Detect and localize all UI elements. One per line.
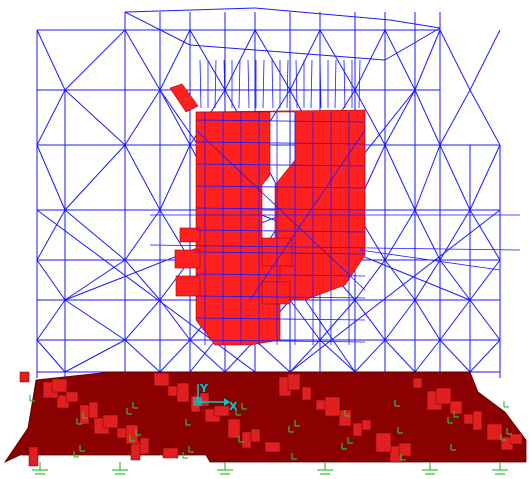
pile-cap — [29, 447, 38, 466]
pile-cap — [302, 387, 311, 400]
pile-cap — [353, 423, 362, 436]
page: Y X (() => { const data = JSON.parse(doc… — [0, 0, 531, 479]
pile-cap — [242, 432, 251, 448]
pile-cap — [89, 402, 98, 418]
pile-cap — [177, 383, 189, 402]
pile-cap — [228, 419, 240, 438]
y-axis-label: Y — [199, 382, 209, 395]
body-ledge — [176, 276, 200, 296]
pile-cap — [376, 433, 391, 452]
pile-cap — [140, 438, 149, 454]
pile-cap — [510, 434, 522, 444]
pile-cap — [450, 401, 462, 414]
pile-cap — [288, 374, 300, 390]
x-axis-label: X — [229, 400, 238, 413]
pile-cap — [325, 397, 340, 416]
pile-cap — [251, 429, 260, 442]
pile-cap — [214, 406, 229, 416]
body-ledge — [262, 282, 290, 304]
body-ledge — [175, 250, 200, 268]
pile-cap — [265, 442, 280, 452]
model-view: Y X — [0, 0, 531, 479]
pile-cap — [154, 373, 169, 386]
pile-cap — [80, 405, 89, 424]
pile-cap — [20, 372, 29, 382]
pile-cap — [473, 411, 482, 430]
pile-cap — [66, 392, 78, 402]
pile-cap — [163, 448, 178, 458]
pile-cap — [103, 415, 118, 428]
pile-cap — [464, 414, 473, 424]
origin-box — [193, 397, 202, 406]
pile-cap — [413, 378, 422, 388]
pile-cap — [52, 379, 67, 392]
pile-cap — [487, 424, 502, 440]
pile-cap — [362, 420, 371, 430]
pile-cap — [436, 388, 451, 404]
